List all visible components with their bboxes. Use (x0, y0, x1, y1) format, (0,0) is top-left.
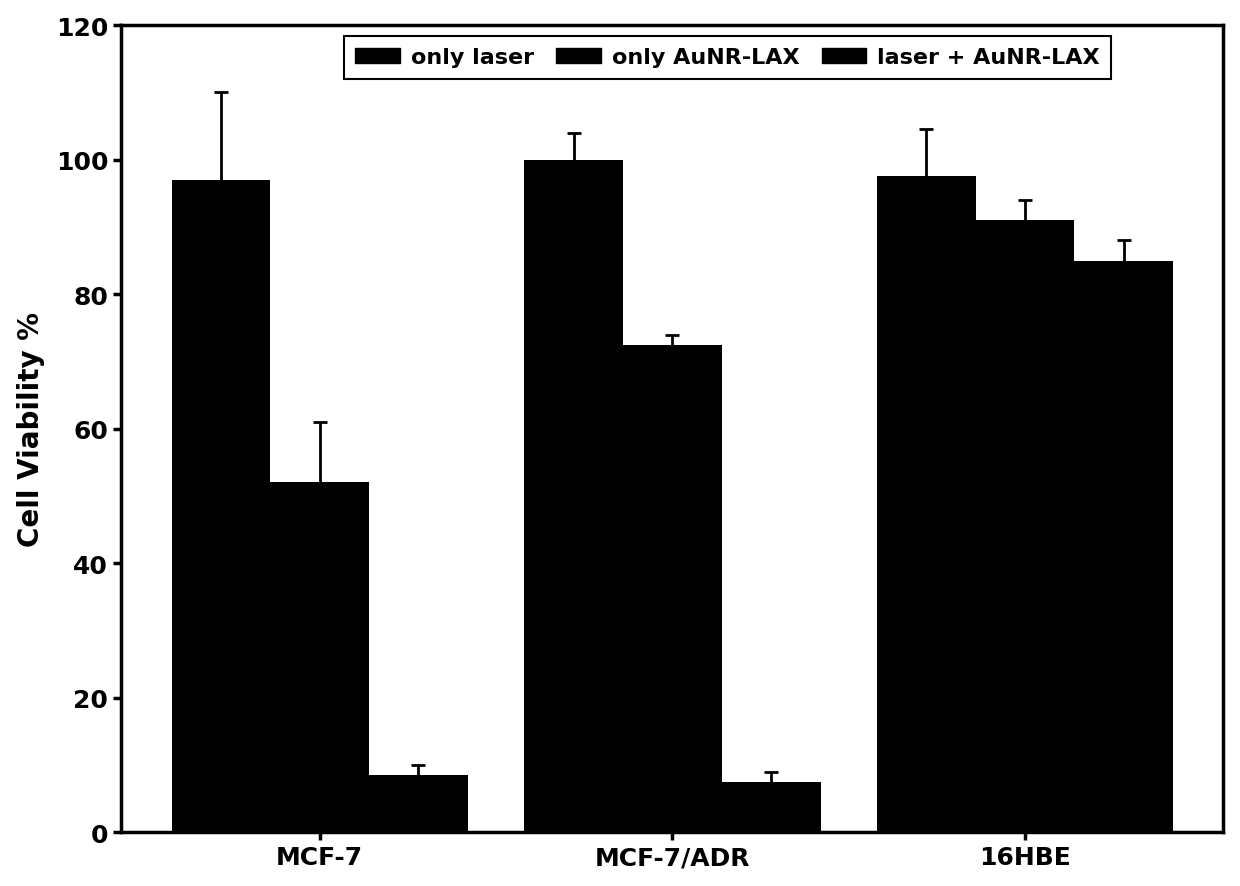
Bar (1075, 261, 1173, 832)
Bar (722, 781, 821, 832)
Bar (370, 775, 467, 832)
Bar (976, 221, 1075, 832)
Bar (877, 177, 976, 832)
Bar (270, 483, 370, 832)
Legend: only laser, only AuNR-LAX, laser + AuNR-LAX: only laser, only AuNR-LAX, laser + AuNR-… (345, 37, 1111, 80)
Bar (622, 346, 722, 832)
Y-axis label: Cell Viability %: Cell Viability % (16, 312, 45, 547)
Bar (525, 160, 622, 832)
Bar (171, 181, 270, 832)
